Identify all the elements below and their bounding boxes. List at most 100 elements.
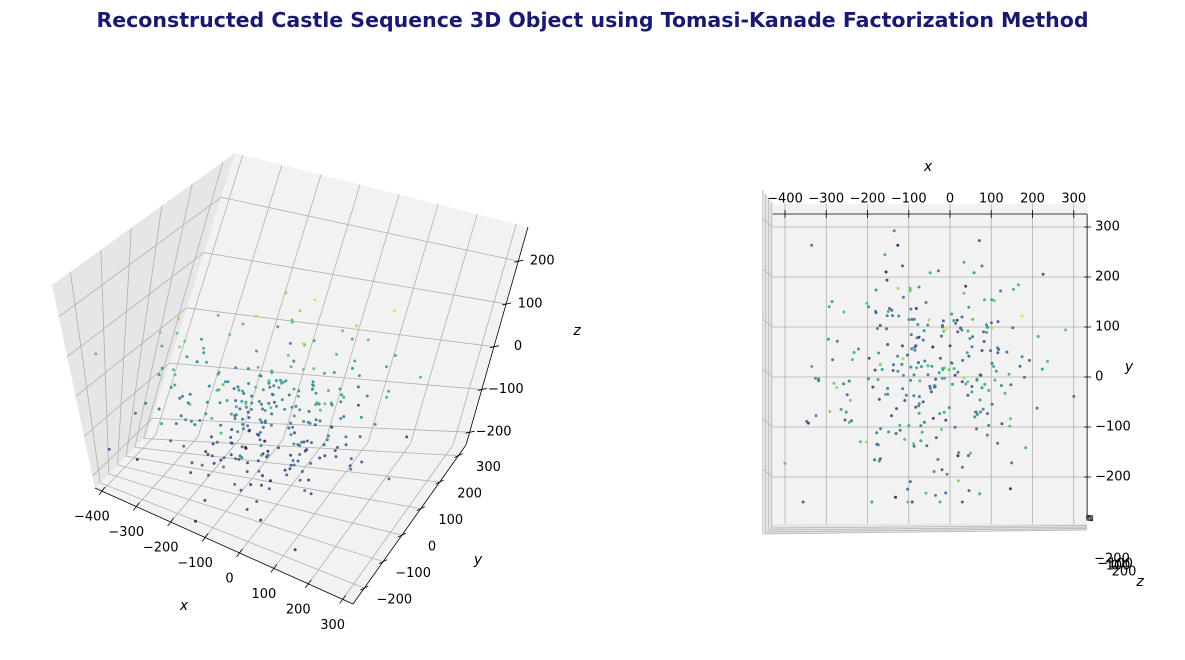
data-point [215,440,219,444]
data-point [217,388,221,392]
x-tick-mark [270,564,278,573]
data-point [999,289,1003,293]
data-point [983,382,987,386]
data-point [276,325,280,329]
data-point [913,348,917,352]
data-point [952,319,956,322]
data-point [944,491,948,495]
data-point [263,409,267,412]
y-tick-label: 200 [1095,270,1120,285]
data-point [999,384,1003,388]
data-point [209,435,213,439]
data-point [810,365,814,368]
data-point [189,471,193,475]
data-point [926,364,930,368]
data-point [229,412,233,416]
data-point [953,373,957,377]
z-axis-line [465,226,529,446]
data-point [848,398,852,402]
back-gridline-x [240,174,322,439]
data-point [924,491,928,495]
data-point [992,299,996,303]
data-point [222,456,226,460]
data-point [313,423,317,427]
data-point [260,483,263,487]
data-point [891,314,894,318]
z-tick-label: 100 [518,296,543,311]
data-point [877,351,881,355]
data-point [875,327,879,330]
data-point [826,337,830,341]
data-point [238,407,242,411]
data-point [979,410,982,414]
data-point [908,286,912,290]
data-point [910,318,914,321]
data-point [314,418,318,422]
data-point [272,400,276,404]
data-point [870,500,874,504]
data-point [237,457,241,461]
data-point [827,305,831,309]
back-gridline-z [152,418,470,433]
data-point [334,455,338,459]
x-tick-mark [132,502,140,511]
data-point [985,330,989,334]
data-point [210,416,214,420]
data-point [188,392,192,396]
data-point [288,341,292,345]
data-point [190,419,193,423]
data-point [263,419,267,423]
data-point [888,307,891,310]
data-point [144,401,148,405]
data-point [879,427,883,431]
data-point [244,405,248,409]
data-point [967,489,971,493]
data-point [292,387,296,391]
data-point [258,418,262,422]
data-point [289,463,293,467]
data-point [885,314,889,318]
edge-gridline [768,526,1088,531]
data-point [333,449,337,453]
data-point [992,365,996,368]
data-point [281,380,285,384]
data-point [302,342,306,346]
floor-gridline-y [100,482,365,589]
data-point [832,381,836,385]
data-point [960,465,964,469]
floor-gridline-x [239,440,326,554]
data-point [288,467,292,471]
data-point [286,353,290,357]
data-point [934,377,938,381]
data-point [356,385,360,389]
data-point [966,380,970,384]
data-point [966,329,970,333]
data-point [890,308,894,312]
x-tick-label: −200 [143,541,179,556]
data-point [867,305,871,309]
data-point [987,389,991,392]
data-point [233,482,237,486]
data-point [329,401,333,405]
data-point [267,379,271,383]
data-point [339,417,343,420]
z-tick-label: −200 [476,425,512,440]
edge-gridline [771,525,1088,529]
data-point [950,312,954,316]
floor-gridline-y [143,438,459,456]
data-point [318,456,322,460]
data-point [358,435,362,439]
data-point [874,309,878,313]
data-point [339,400,343,404]
data-point [783,461,787,465]
x-axis-line [94,487,354,605]
data-point [910,500,914,504]
z-tick-label: −200 [1094,552,1130,567]
data-point [234,405,238,409]
data-point [876,443,880,447]
data-point [962,291,966,295]
data-point [305,439,309,443]
x-tick-label: 0 [225,571,233,586]
back-gridline-x [282,184,361,440]
data-point [173,373,177,377]
